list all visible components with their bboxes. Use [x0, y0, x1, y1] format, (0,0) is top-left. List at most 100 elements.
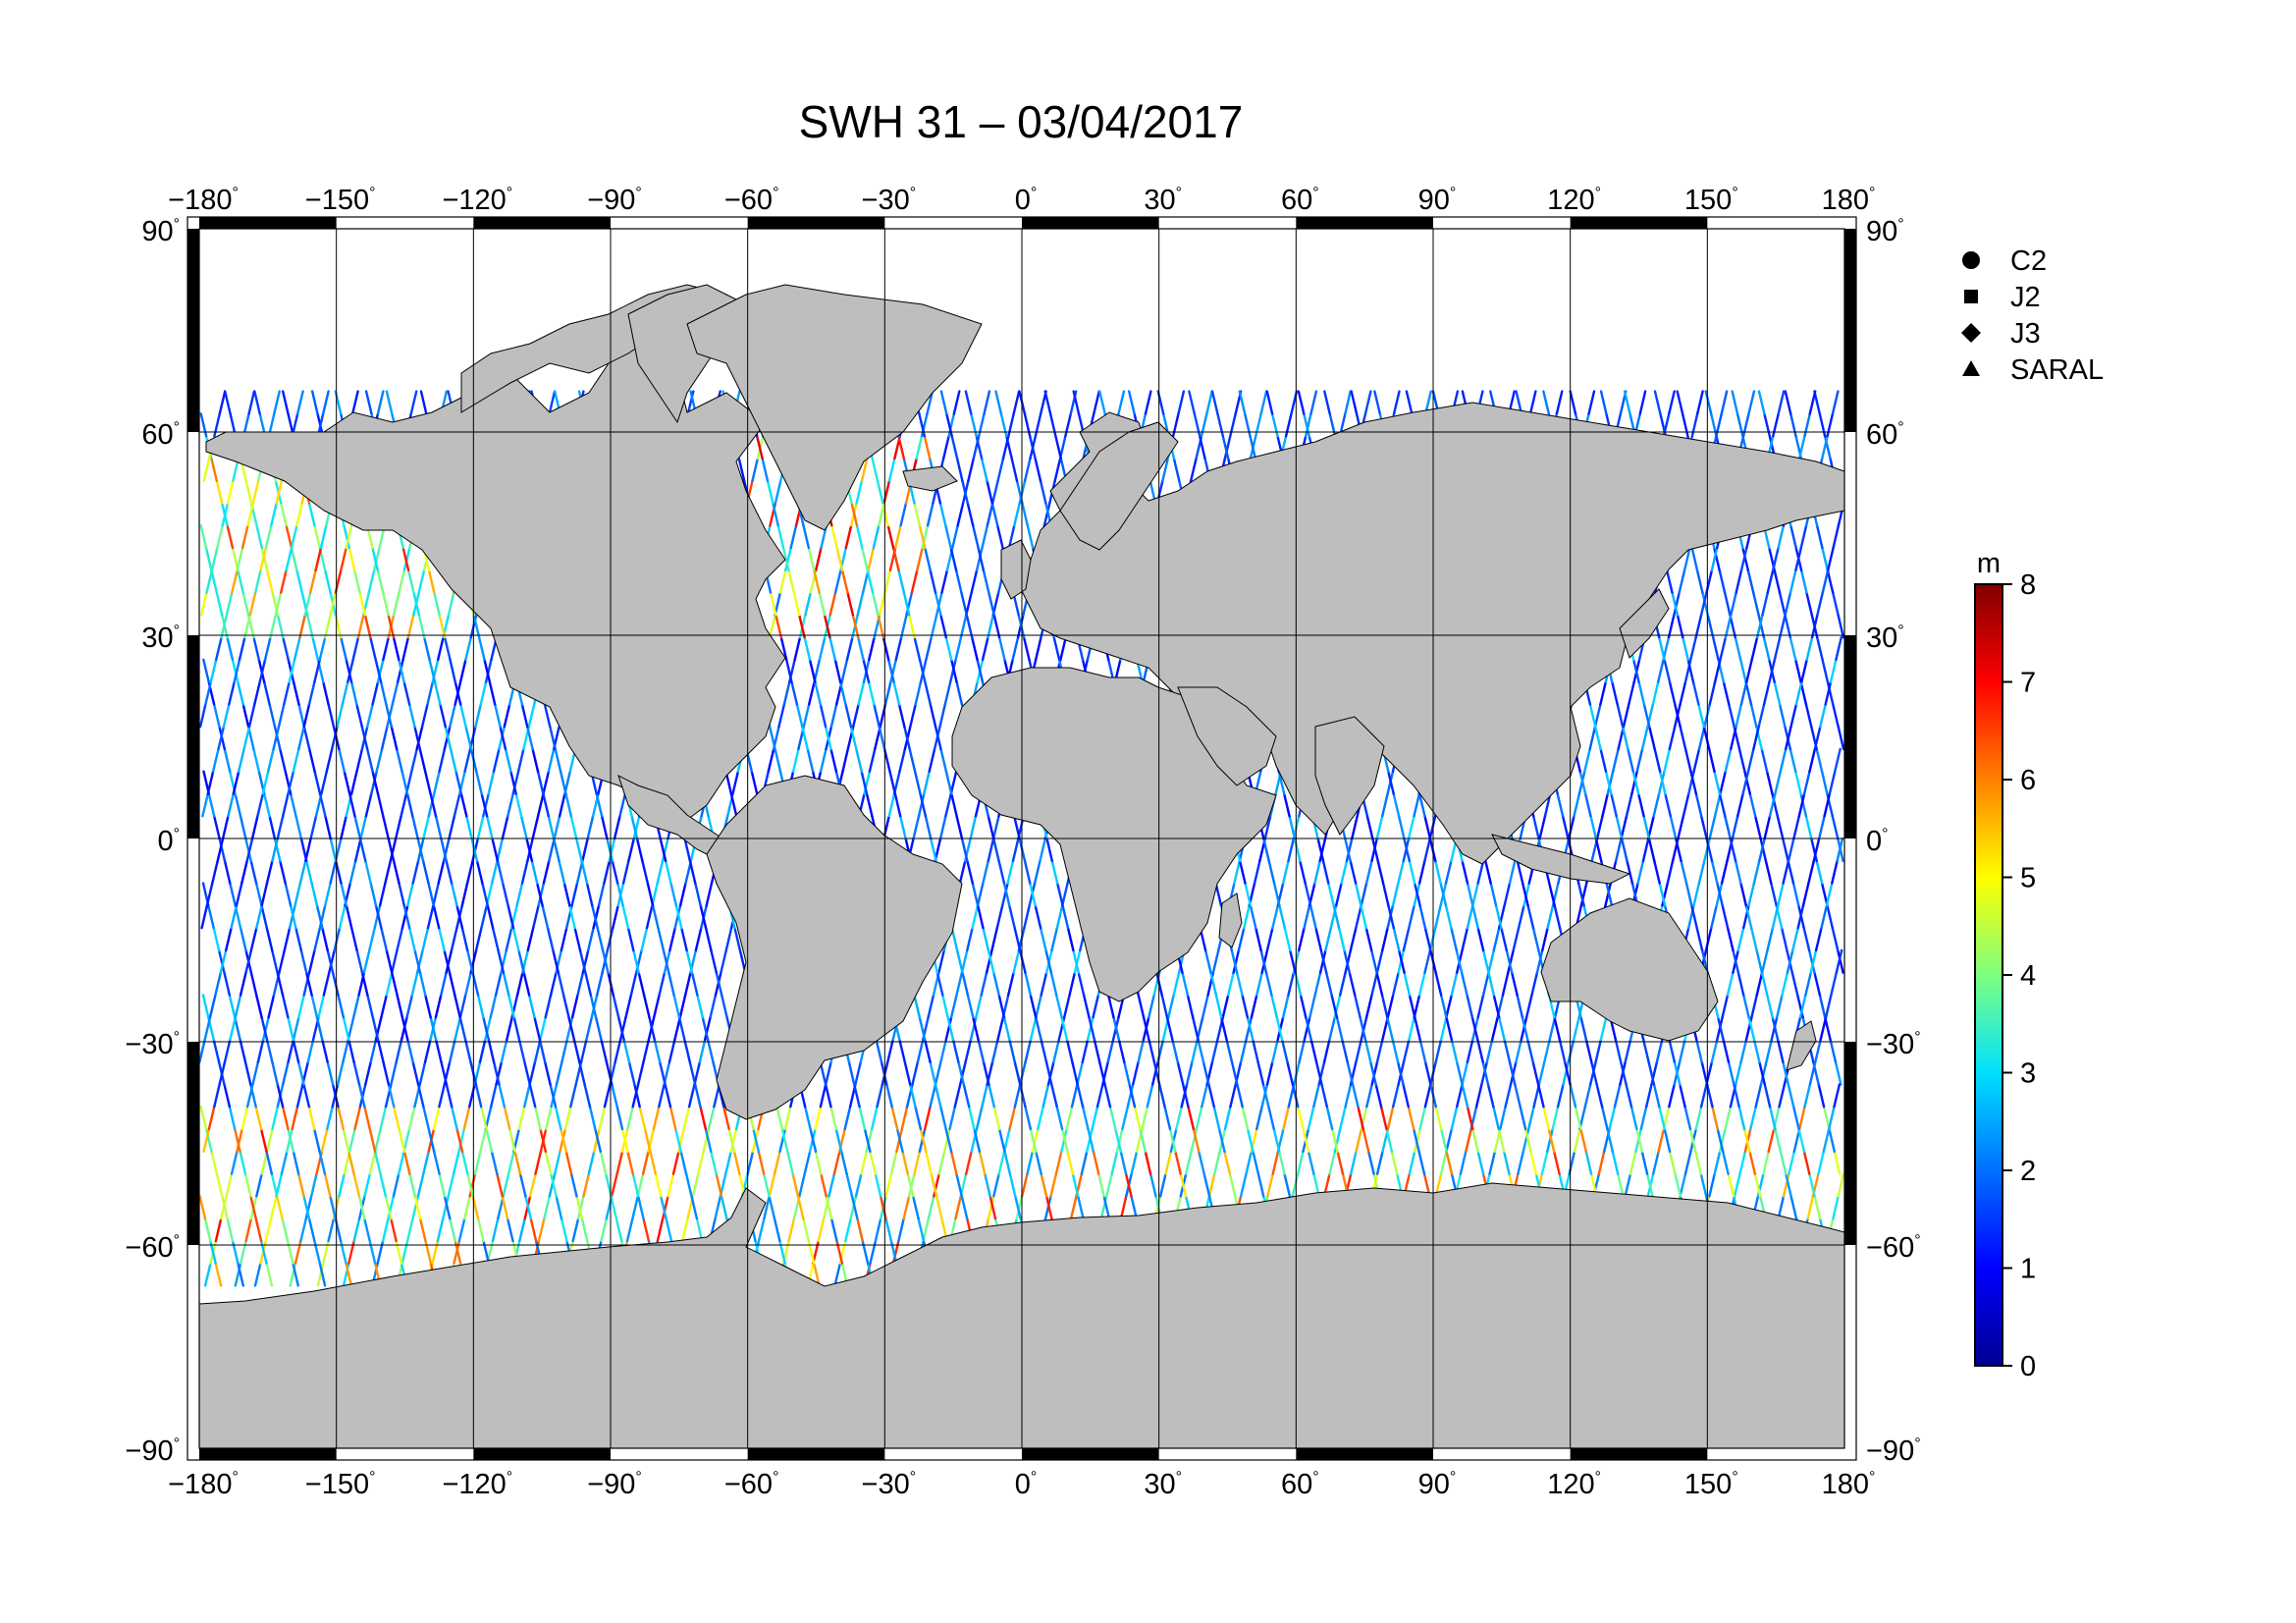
track-segment: [942, 1127, 951, 1154]
track-segment: [203, 1262, 212, 1287]
track-segment: [231, 658, 240, 683]
track-segment: [659, 837, 667, 862]
track-segment: [581, 837, 589, 862]
track-segment: [443, 948, 452, 974]
track-segment: [463, 1195, 471, 1220]
track-segment: [1050, 859, 1059, 885]
track-segment: [996, 1015, 1005, 1042]
track-segment: [438, 1083, 446, 1109]
track-segment: [1265, 926, 1274, 952]
track-segment: [1784, 390, 1792, 415]
track-segment: [451, 1105, 458, 1131]
track-segment: [526, 725, 534, 751]
track-segment: [849, 1195, 858, 1220]
track-segment: [860, 1150, 868, 1175]
track-segment: [302, 1083, 311, 1109]
track-segment: [1203, 948, 1212, 974]
track-segment: [868, 635, 876, 661]
track-segment: [568, 904, 576, 930]
track-segment: [218, 837, 227, 862]
land-british-isles: [1000, 539, 1032, 600]
track-segment: [318, 1150, 327, 1175]
track-segment: [893, 792, 902, 818]
track-segment: [237, 747, 245, 773]
track-segment: [1721, 1150, 1730, 1175]
track-segment: [817, 1217, 826, 1243]
track-segment: [368, 1127, 377, 1154]
track-segment: [1024, 971, 1033, 997]
track-segment: [1624, 1172, 1632, 1198]
track-segment: [684, 1172, 693, 1198]
track-segment: [900, 614, 908, 639]
track-segment: [660, 1195, 667, 1220]
land-arabia: [1177, 686, 1277, 786]
track-segment: [1175, 1105, 1183, 1131]
track-segment: [678, 882, 687, 907]
track-segment: [596, 971, 604, 997]
track-segment: [445, 1083, 454, 1109]
track-segment: [1734, 859, 1742, 885]
track-segment: [214, 635, 223, 661]
track-segment: [1355, 904, 1362, 930]
track-segment: [1403, 837, 1412, 862]
track-segment: [1010, 457, 1019, 482]
track-segment: [515, 971, 524, 997]
track-segment: [1256, 1172, 1265, 1198]
track-segment: [1002, 1015, 1011, 1042]
track-segment: [291, 1105, 299, 1131]
track-segment: [294, 926, 302, 952]
track-segment: [804, 1105, 812, 1131]
track-segment: [804, 591, 812, 617]
track-segment: [1778, 703, 1787, 729]
track-segment: [1508, 1060, 1517, 1086]
track-segment: [1287, 971, 1296, 997]
track-segment: [322, 390, 330, 415]
track-segment: [724, 1150, 732, 1175]
track-segment: [1402, 1083, 1411, 1109]
track-segment: [614, 1217, 623, 1243]
track-segment: [395, 815, 402, 840]
track-segment: [1815, 859, 1824, 885]
track-segment: [400, 792, 408, 818]
track-segment: [1543, 1038, 1551, 1063]
track-segment: [674, 1127, 682, 1154]
track-segment: [1819, 703, 1827, 729]
track-segment: [1745, 658, 1753, 683]
track-segment: [338, 747, 346, 773]
track-segment: [483, 658, 492, 683]
track-segment: [1328, 1150, 1337, 1175]
track-segment: [273, 390, 281, 415]
track-segment: [239, 971, 247, 997]
track-segment: [1777, 1195, 1786, 1220]
track-segment: [1748, 792, 1757, 818]
track-segment: [1793, 770, 1802, 795]
track-segment: [886, 1038, 894, 1063]
track-segment: [1752, 859, 1761, 885]
frame-segment-left: [187, 229, 199, 432]
track-segment: [199, 591, 208, 617]
track-segment: [955, 457, 964, 482]
track-segment: [1599, 390, 1608, 415]
track-segment: [1683, 1150, 1692, 1175]
track-segment: [546, 926, 555, 952]
track-segment: [854, 1172, 863, 1198]
track-segment: [1768, 658, 1777, 683]
track-segment: [248, 591, 257, 617]
track-segment: [825, 1195, 833, 1220]
track-segment: [234, 994, 242, 1019]
track-segment: [1380, 994, 1389, 1019]
track-segment: [1068, 971, 1077, 997]
track-segment: [1834, 747, 1842, 773]
track-segment: [450, 926, 458, 952]
track-segment: [1280, 1038, 1289, 1063]
track-segment: [992, 971, 1000, 997]
track-segment: [1727, 1060, 1735, 1086]
track-segment: [1620, 837, 1629, 862]
track-segment: [264, 524, 273, 550]
track-segment: [348, 792, 356, 818]
track-segment: [1011, 635, 1020, 661]
track-segment: [1611, 680, 1619, 706]
track-segment: [1538, 815, 1547, 840]
track-segment: [954, 568, 963, 594]
track-segment: [1765, 1038, 1774, 1063]
